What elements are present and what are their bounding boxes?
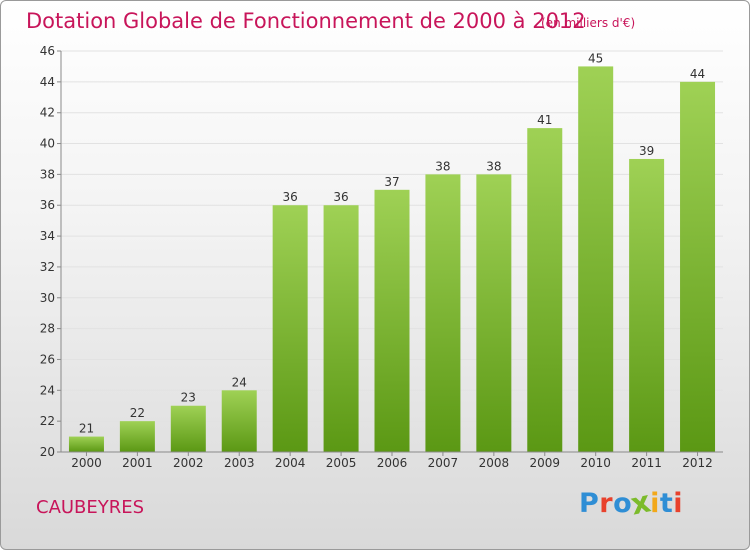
y-tick-label: 42: [40, 106, 55, 120]
bar-2002: [170, 405, 206, 452]
y-tick-label: 20: [40, 445, 55, 459]
x-tick-label-2004: 2004: [275, 456, 306, 470]
y-tick-label: 36: [40, 198, 55, 212]
labels: 20 22 24 26 28 30 32 34 36 38 40 42 44 46 21 2000 22 2001…: [40, 44, 713, 470]
data-label-2011: 39: [639, 144, 654, 158]
bar-2009: [527, 128, 563, 452]
logo-letter: i: [673, 488, 684, 519]
logo-letter: r: [599, 488, 614, 519]
x-tick-label-2006: 2006: [377, 456, 408, 470]
y-tick-label: 24: [40, 383, 55, 397]
bar-2003: [221, 390, 257, 452]
data-label-2000: 21: [79, 422, 94, 436]
bar-2007: [425, 174, 461, 452]
data-label-2003: 24: [232, 375, 247, 389]
logo-letter: t: [659, 488, 674, 519]
data-label-2001: 22: [130, 406, 145, 420]
y-tick-label: 40: [40, 137, 55, 151]
x-tick-label-2000: 2000: [71, 456, 102, 470]
bar-2006: [374, 189, 410, 453]
bar-2000: [68, 436, 104, 452]
y-tick-label: 28: [40, 322, 55, 336]
bar-2010: [578, 66, 614, 452]
x-tick-label-2001: 2001: [122, 456, 153, 470]
data-label-2008: 38: [486, 159, 501, 173]
x-tick-label-2011: 2011: [631, 456, 662, 470]
y-tick-label: 46: [40, 44, 55, 58]
y-tick-label: 26: [40, 352, 55, 366]
data-label-2002: 23: [181, 391, 196, 405]
logo-letter: o: [613, 488, 633, 519]
data-label-2005: 36: [333, 190, 348, 204]
axes: [57, 50, 723, 456]
bar-2012: [680, 81, 716, 452]
bar-2001: [119, 421, 155, 452]
data-label-2007: 38: [435, 159, 450, 173]
y-tick-label: 44: [40, 75, 55, 89]
x-tick-label-2009: 2009: [529, 456, 560, 470]
x-tick-label-2005: 2005: [326, 456, 357, 470]
data-label-2004: 36: [283, 190, 298, 204]
chart-title: Dotation Globale de Fonctionnement de 20…: [26, 9, 586, 33]
y-tick-label: 30: [40, 291, 55, 305]
logo-letter: P: [579, 488, 600, 519]
x-tick-label-2007: 2007: [428, 456, 459, 470]
logo-letter: i: [650, 488, 660, 519]
bar-2004: [272, 205, 308, 452]
x-tick-label-2008: 2008: [479, 456, 510, 470]
data-label-2010: 45: [588, 51, 603, 65]
y-tick-label: 32: [40, 260, 55, 274]
data-label-2006: 37: [384, 175, 399, 189]
x-tick-label-2002: 2002: [173, 456, 204, 470]
bars: [68, 66, 716, 453]
bar-2011: [629, 158, 665, 452]
data-label-2009: 41: [537, 113, 552, 127]
chart-subtitle: (en milliers d'€): [541, 16, 636, 30]
bar-2008: [476, 174, 512, 452]
commune-name: CAUBEYRES: [36, 497, 145, 518]
bar-2005: [323, 205, 359, 452]
x-tick-label-2012: 2012: [682, 456, 713, 470]
x-tick-label-2010: 2010: [580, 456, 611, 470]
data-label-2012: 44: [690, 67, 705, 81]
proxiti-logo[interactable]: Proxiti: [579, 485, 684, 522]
y-tick-label: 22: [40, 414, 55, 428]
x-tick-label-2003: 2003: [224, 456, 255, 470]
y-tick-label: 34: [40, 229, 55, 243]
y-tick-label: 38: [40, 167, 55, 181]
